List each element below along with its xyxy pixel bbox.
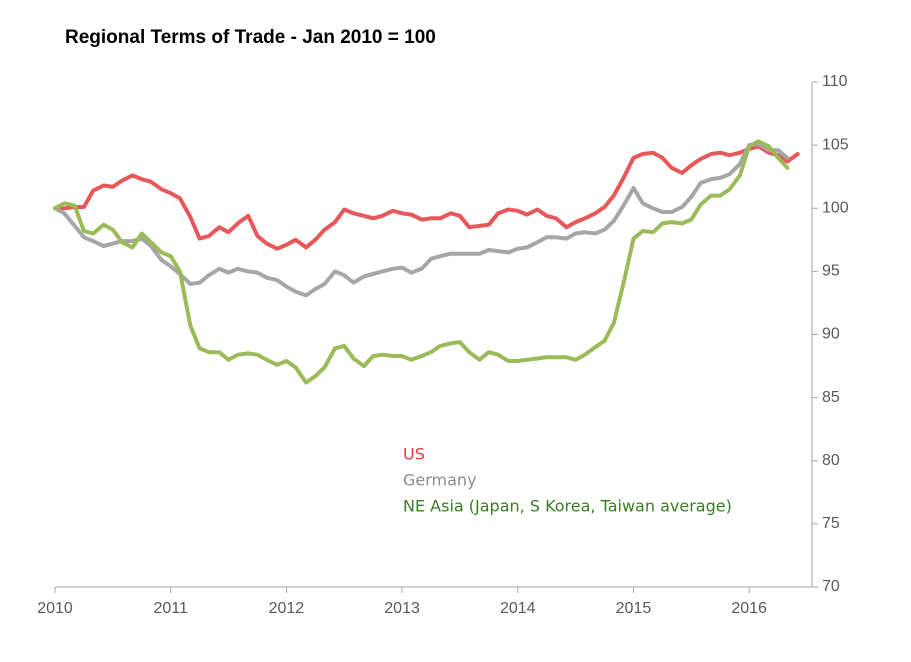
legend-entry: US — [403, 445, 425, 464]
y-tick-label: 75 — [822, 515, 840, 532]
y-tick-label: 90 — [822, 326, 840, 343]
x-tick-label: 2010 — [37, 600, 73, 617]
y-tick-label: 100 — [822, 199, 849, 216]
series-line — [53, 144, 800, 251]
x-tick-label: 2013 — [384, 600, 420, 617]
y-tick-label: 85 — [822, 389, 840, 406]
legend-entry: Germany — [403, 471, 477, 490]
chart-title: Regional Terms of Trade - Jan 2010 = 100 — [65, 27, 436, 48]
y-tick-label: 70 — [822, 578, 840, 595]
series-line — [53, 139, 790, 385]
x-tick-label: 2011 — [153, 600, 188, 617]
y-tick-label: 110 — [822, 73, 848, 90]
series-line — [53, 141, 790, 298]
x-tick-label: 2016 — [731, 600, 767, 617]
y-tick-label: 95 — [822, 263, 840, 280]
y-tick-label: 105 — [822, 136, 849, 153]
x-tick-label: 2014 — [500, 600, 536, 617]
x-tick-label: 2012 — [269, 600, 305, 617]
y-tick-label: 80 — [822, 452, 840, 469]
x-tick-label: 2015 — [616, 600, 652, 617]
legend-entry: NE Asia (Japan, S Korea, Taiwan average) — [403, 497, 732, 516]
